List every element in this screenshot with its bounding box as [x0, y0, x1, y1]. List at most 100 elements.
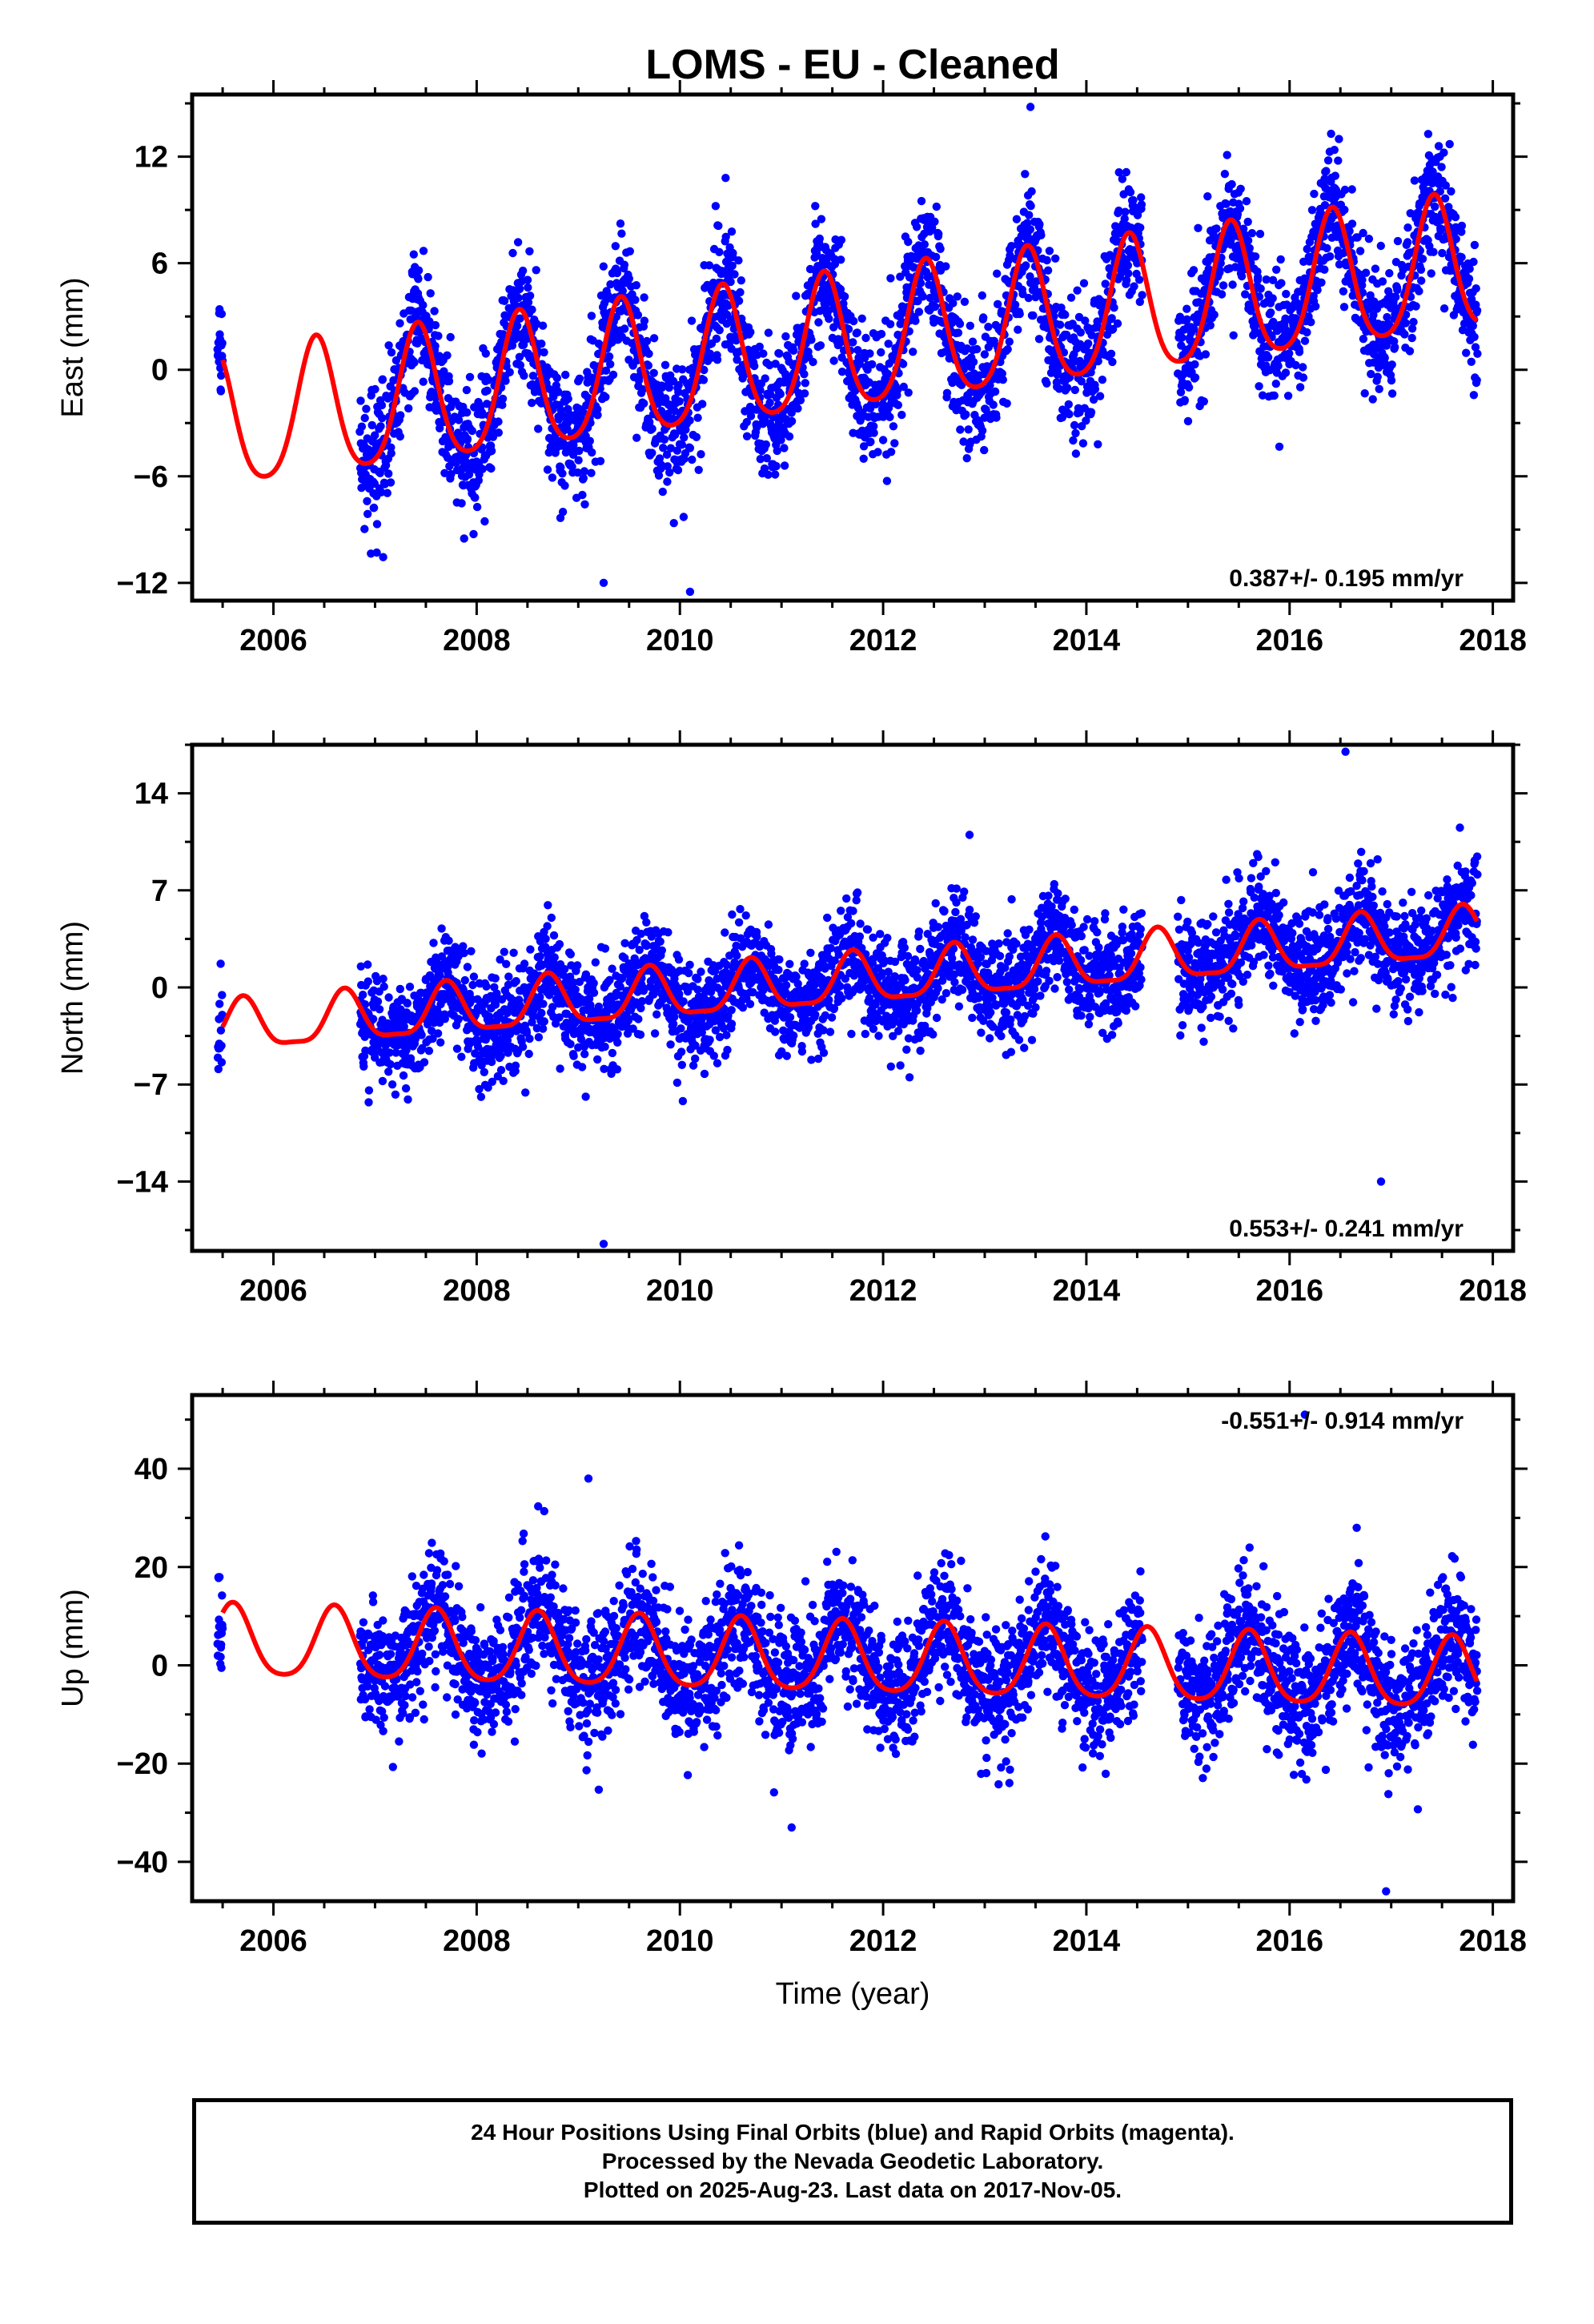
data-point — [454, 1015, 463, 1023]
data-point — [1417, 276, 1426, 285]
data-point — [660, 360, 670, 369]
data-point — [782, 1051, 791, 1060]
data-point — [797, 1047, 807, 1056]
data-point — [420, 1058, 429, 1067]
data-point — [384, 469, 393, 478]
data-point — [425, 317, 434, 326]
data-point — [649, 334, 659, 343]
data-point — [580, 467, 589, 476]
data-point — [1358, 275, 1367, 284]
data-point — [877, 348, 885, 357]
data-point — [1255, 382, 1263, 391]
data-point — [525, 247, 534, 255]
data-point — [1272, 265, 1281, 274]
data-point — [371, 431, 379, 440]
data-point — [636, 1003, 645, 1013]
data-point — [979, 313, 988, 322]
data-point — [980, 350, 990, 359]
data-point — [677, 1024, 685, 1033]
data-point — [727, 227, 737, 236]
data-point — [705, 261, 714, 270]
data-point — [825, 314, 833, 324]
data-point — [1467, 357, 1476, 366]
data-point — [401, 1084, 411, 1093]
data-point — [509, 948, 518, 958]
data-point — [878, 436, 888, 444]
data-point — [600, 1042, 609, 1051]
data-point — [414, 266, 424, 275]
data-point — [920, 240, 929, 249]
data-point — [579, 408, 588, 417]
data-point — [885, 320, 895, 328]
data-point — [480, 517, 489, 526]
data-point — [1242, 197, 1251, 206]
data-point — [1042, 255, 1051, 265]
data-point — [762, 454, 771, 463]
x-tick-label: 2014 — [1053, 624, 1121, 657]
data-point — [849, 338, 857, 347]
data-point — [1126, 187, 1135, 197]
data-point — [414, 275, 423, 283]
data-point — [734, 918, 744, 927]
data-point — [772, 461, 781, 471]
data-point — [472, 502, 482, 512]
data-point — [1026, 225, 1035, 234]
east-axis-label: East (mm) — [56, 277, 90, 417]
data-point — [934, 229, 943, 239]
data-point — [1447, 187, 1455, 196]
data-point — [463, 963, 472, 971]
data-point — [1295, 348, 1304, 356]
data-point — [378, 375, 387, 384]
data-point — [1378, 277, 1387, 286]
data-point — [658, 487, 667, 497]
data-point — [650, 1029, 660, 1038]
data-point — [620, 324, 629, 333]
data-point — [709, 1051, 718, 1060]
data-point — [1027, 187, 1036, 196]
data-point — [1254, 272, 1263, 282]
data-point — [460, 948, 468, 958]
data-point — [785, 959, 794, 969]
data-point — [625, 247, 634, 255]
data-point — [777, 436, 785, 444]
data-point — [457, 1052, 466, 1061]
data-point — [1401, 319, 1411, 328]
data-point — [1360, 389, 1369, 398]
data-point — [775, 349, 784, 358]
data-point — [487, 464, 496, 473]
data-point — [787, 416, 797, 426]
data-point — [372, 520, 382, 529]
data-point — [678, 1096, 688, 1106]
data-point — [478, 464, 487, 473]
data-point — [829, 323, 838, 332]
data-point — [463, 408, 472, 417]
data-point — [785, 1013, 795, 1022]
data-point — [644, 361, 652, 370]
data-point — [674, 380, 683, 390]
data-point — [1061, 310, 1070, 320]
data-point — [1410, 176, 1419, 185]
data-point — [444, 376, 454, 386]
data-point — [1375, 384, 1383, 393]
data-point — [1418, 255, 1427, 263]
data-point — [714, 221, 723, 231]
data-point — [742, 432, 752, 440]
data-point — [1078, 439, 1088, 448]
data-point — [1393, 236, 1403, 246]
data-point — [656, 460, 665, 469]
data-point — [930, 217, 939, 226]
data-point — [360, 525, 369, 533]
data-point — [1194, 223, 1203, 232]
data-point — [1299, 363, 1307, 372]
data-point — [384, 993, 393, 1002]
data-point — [781, 332, 790, 341]
data-point — [467, 947, 476, 956]
data-point — [669, 414, 677, 424]
data-point — [591, 958, 600, 967]
data-point — [814, 318, 823, 327]
data-point — [1437, 163, 1446, 171]
data-point — [1385, 269, 1394, 278]
data-point — [363, 977, 372, 986]
data-point — [499, 1076, 508, 1086]
data-point — [990, 387, 1000, 396]
